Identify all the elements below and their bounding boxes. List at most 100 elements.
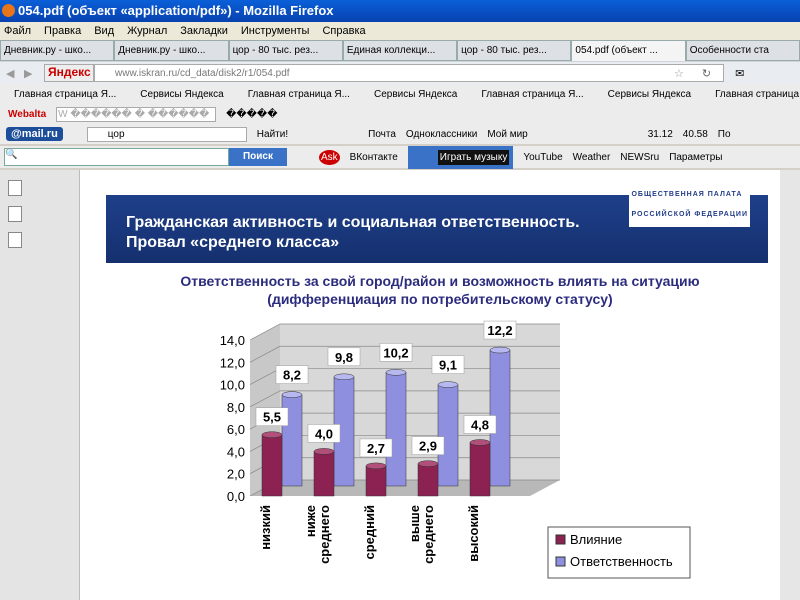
menu-item[interactable]: Инструменты [240,25,310,37]
webalta-field[interactable]: W ������ � ������ [56,106,217,122]
tab[interactable]: Дневник.ру - шко... [114,40,229,61]
newsru-link[interactable]: NEWSru [620,151,660,163]
bar [417,463,439,497]
webalta-logo: Webalta [8,108,47,120]
vkontakte-link[interactable]: ВКонтакте [349,151,398,163]
bookmark-item[interactable]: Сервисы Яндекса [140,88,224,100]
mail-search-input[interactable]: цор [86,126,247,142]
navigation-bar: ◀ ▶ Яндекс www.iskran.ru/cd_data/disk2/r… [0,62,800,84]
bookmark-item[interactable]: Сервисы Яндекса [607,88,692,100]
legend-swatch [555,556,566,567]
odnoklassniki-link[interactable]: Одноклассники [405,128,478,140]
data-label-box [483,320,517,340]
bookmark-item[interactable]: Главная страница Я... [14,88,117,100]
tab[interactable]: Дневник.ру - шко... [0,40,115,61]
data-label-box [255,407,289,426]
slide-banner: Гражданская активность и социальная отве… [106,183,768,263]
reload-icon[interactable]: ↻ [701,67,712,80]
y-tick-label: 10,0 [220,378,245,393]
data-label: 4,8 [471,418,489,433]
data-label-box [307,424,341,443]
bar [469,442,491,497]
menu-item[interactable]: Правка [44,25,82,37]
menu-item[interactable]: Вид [94,25,115,37]
search-toolbar: 🔍 Поиск Ask ВКонтакте Играть музыку YouT… [0,145,800,169]
star-icon[interactable]: ☆ [674,67,684,80]
menu-bar: Файл Правка Вид Журнал Закладки Инструменты Сп… [0,22,800,40]
pdf-sidebar [0,170,80,600]
menu-item[interactable]: Справка [322,25,366,37]
bar [437,384,459,487]
data-label-box [379,343,413,362]
bar-top [489,346,511,354]
bookmark-item[interactable]: Сервисы Яндекса [373,88,458,100]
menu-item[interactable]: Файл [4,25,32,37]
mailru-logo: @mail.ru [6,127,63,141]
ask-icon[interactable]: Ask [319,149,340,165]
youtube-link[interactable]: YouTube [523,151,563,163]
webalta-extra: ����� [226,108,278,120]
bar [385,372,407,487]
forward-icon[interactable]: ▶ [24,67,33,80]
tab[interactable]: цор - 80 тыс. рез... [228,40,343,61]
category-label: ниже [303,505,318,537]
bar-top [333,373,355,381]
bookmark-item[interactable]: Главная страница Я... [247,88,350,100]
settings-link[interactable]: Параметры [669,151,723,163]
data-label-box [359,438,393,458]
y-tick-label: 12,0 [220,355,245,370]
menu-item[interactable]: Журнал [127,25,168,37]
scrollbar[interactable] [780,170,800,600]
gridline [249,323,560,341]
back-icon[interactable]: ◀ [6,67,15,80]
chart-title: Ответственность за свой город/район и во… [180,273,700,307]
data-label: 5,5 [263,410,281,425]
bookmarks-bar: Главная страница Я... Сервисы Яндекса Глав… [0,84,800,104]
data-label: 4,0 [315,426,333,441]
data-label-box [275,365,309,384]
menu-item[interactable]: Закладки [180,25,228,37]
legend-label: Ответственность [570,554,673,569]
search-button[interactable]: Поиск [229,148,287,166]
gridline [249,390,560,408]
bar-top [385,369,407,376]
bar-top [261,431,283,438]
webalta-bar: Webalta W ������ � ������ ����� [0,104,800,124]
firefox-icon [2,4,15,17]
tab[interactable]: Единая коллекци... [342,40,458,61]
tab[interactable]: Особенности ста [685,40,800,61]
url-field[interactable]: www.iskran.ru/cd_data/disk2/r1/054.pdf [94,64,724,82]
y-tick-label: 0,0 [227,489,245,504]
bar [261,434,283,497]
mail-icon[interactable]: ✉ [735,67,745,80]
yandex-button[interactable]: Яндекс [44,64,94,82]
y-tick-label: 4,0 [227,444,245,459]
attachment-icon[interactable] [8,206,22,222]
y-tick-label: 8,0 [227,400,245,415]
data-label: 9,1 [439,358,457,373]
find-button[interactable]: Найти! [256,128,289,140]
data-label: 12,2 [487,323,512,338]
tab-bar: Дневник.ру - шко... Дневник.ру - шко... цо… [0,40,800,62]
weather-link[interactable]: Weather [572,151,611,163]
search-input[interactable]: 🔍 [4,148,229,166]
data-label-box [327,347,361,367]
category-label: средний [362,505,377,560]
tab[interactable]: цор - 80 тыс. рез... [457,40,572,61]
pages-icon[interactable] [8,180,22,196]
moy-mir-link[interactable]: Мой мир [487,128,528,140]
category-label: среднего [421,505,436,564]
bar-top [313,448,335,455]
tab[interactable]: 054.pdf (объект ... [571,40,686,61]
binoculars-icon[interactable] [8,232,22,248]
bar [365,465,387,497]
mail-link[interactable]: Почта [368,128,396,140]
play-music-button[interactable]: Играть музыку [407,145,514,169]
category-label: высокий [466,505,481,562]
y-tick-label: 14,0 [220,333,245,348]
bookmark-item[interactable]: Главная страница Я... [481,88,584,100]
data-label: 9,8 [335,350,353,365]
bar-top [469,439,491,446]
bookmark-item[interactable]: Главная страница Я... [715,88,800,100]
